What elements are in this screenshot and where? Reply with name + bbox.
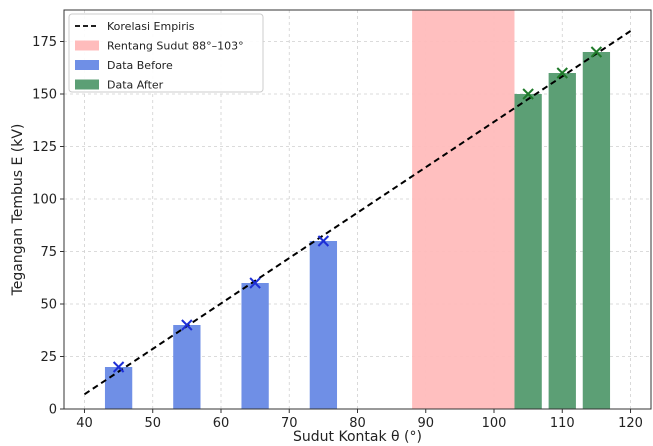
y-axis-label: Tegangan Tembus E (kV): [10, 124, 26, 297]
x-ticks: 40 50 60 70 80 90 100 110 120: [76, 409, 643, 431]
x-tick-label: 70: [281, 416, 298, 431]
x-tick-label: 60: [213, 416, 230, 431]
legend-label-angle-range: Rentang Sudut 88°–103°: [107, 40, 244, 53]
y-tick-label: 25: [40, 350, 57, 365]
legend-label-correlation: Korelasi Empiris: [107, 20, 195, 33]
bar-before: [173, 325, 201, 409]
bar-after: [514, 94, 542, 409]
marker-stroke: [317, 235, 330, 247]
marker-before: [181, 319, 193, 331]
marker-stroke: [556, 67, 568, 79]
y-tick-label: 125: [32, 140, 57, 155]
marker-stroke: [112, 361, 125, 373]
y-ticks: 0 25 50 75 100 125 150 175: [32, 35, 64, 418]
x-tick-label: 90: [417, 416, 434, 431]
x-tick-label: 120: [618, 416, 643, 431]
marker-stroke: [522, 88, 534, 100]
angle-range-band-layer: [412, 10, 515, 409]
x-axis-label: Sudut Kontak θ (°): [293, 429, 422, 445]
legend-swatch-data-before: [75, 60, 99, 70]
bar-before: [309, 241, 338, 409]
x-tick-label: 80: [349, 416, 366, 431]
bar-after: [582, 52, 611, 409]
marker-stroke: [249, 277, 261, 289]
marker-before: [112, 361, 125, 373]
marker-after: [590, 46, 603, 58]
y-tick-label: 175: [32, 35, 57, 50]
x-tick-label: 100: [482, 416, 507, 431]
x-tick-label: 110: [550, 416, 575, 431]
bar-before: [241, 283, 269, 409]
legend-label-data-after: Data After: [107, 79, 164, 92]
marker-after: [556, 67, 568, 79]
y-tick-label: 50: [40, 298, 57, 313]
marker-stroke: [590, 46, 603, 58]
bar-before: [104, 367, 133, 409]
legend-label-data-before: Data Before: [107, 59, 173, 72]
bar-after: [548, 73, 576, 409]
legend: Korelasi Empiris Rentang Sudut 88°–103° …: [68, 13, 264, 93]
bars: [104, 52, 611, 409]
x-tick-label: 50: [144, 416, 161, 431]
legend-box: [68, 13, 264, 93]
y-tick-label: 150: [32, 88, 57, 103]
marker-stroke: [181, 319, 193, 331]
marker-before: [317, 235, 330, 247]
legend-swatch-data-after: [75, 79, 99, 90]
markers: [112, 46, 603, 373]
angle-range-band: [412, 10, 515, 409]
legend-swatch-angle-range: [75, 40, 99, 51]
y-tick-label: 100: [32, 193, 57, 208]
y-tick-label: 75: [40, 245, 57, 260]
x-tick-label: 40: [76, 416, 93, 431]
marker-before: [249, 277, 261, 289]
y-tick-label: 0: [49, 403, 57, 418]
marker-after: [522, 88, 534, 100]
